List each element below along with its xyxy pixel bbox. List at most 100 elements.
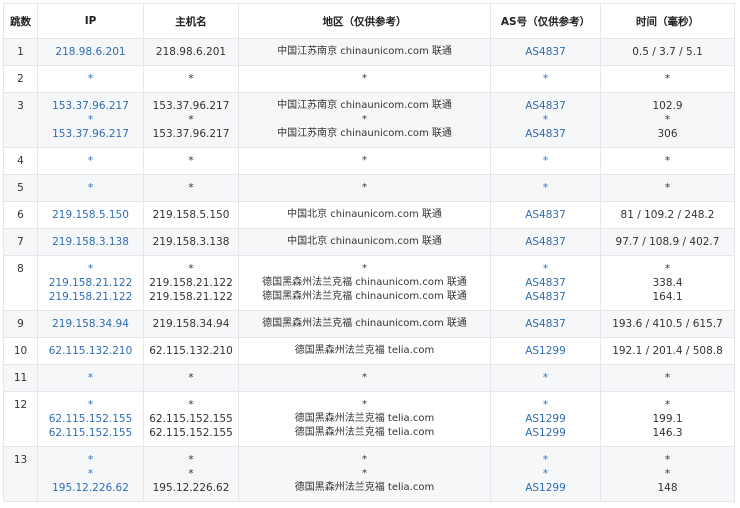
ip-cell: * xyxy=(37,174,144,202)
hop-row: 5 * * * * * xyxy=(3,174,735,202)
hop-cell: 2 xyxy=(3,65,38,93)
ip: 219.158.21.122 xyxy=(48,277,133,289)
time: 192.1 / 201.4 / 508.8 xyxy=(612,345,723,357)
hostname-cell: * xyxy=(143,364,239,392)
as-number: * xyxy=(542,73,549,85)
hostname-cell: * * 195.12.226.62 xyxy=(143,446,239,502)
region: * xyxy=(362,114,367,125)
time: * xyxy=(664,372,671,384)
header-cell: IP xyxy=(37,3,144,39)
ip: * xyxy=(87,155,94,167)
time: * xyxy=(664,114,671,126)
hop-cell: 12 xyxy=(3,391,38,447)
hostname-cell: 153.37.96.217 * 153.37.96.217 xyxy=(143,92,239,148)
time-cell: * 338.4 164.1 xyxy=(600,255,735,311)
as-number: AS1299 xyxy=(525,427,566,439)
hop-row: 11 * * * * * xyxy=(3,364,735,392)
time: 164.1 xyxy=(652,291,683,303)
hop-cell: 3 xyxy=(3,92,38,148)
hop-number: 2 xyxy=(17,73,24,85)
region: 德国黑森州法兰克福 telia.com xyxy=(294,413,435,424)
time: * xyxy=(664,182,671,194)
hop-number: 11 xyxy=(13,372,28,384)
time: 199.1 xyxy=(652,413,683,425)
region: * xyxy=(362,468,367,479)
as-number-cell: AS4837 xyxy=(490,228,601,256)
ip: 153.37.96.217 xyxy=(52,100,129,112)
time-cell: 0.5 / 3.7 / 5.1 xyxy=(600,38,735,66)
time: * xyxy=(664,263,671,275)
as-number: AS4837 xyxy=(525,291,566,303)
hop-number: 5 xyxy=(17,182,24,194)
as-number-cell: * xyxy=(490,364,601,392)
as-number: AS4837 xyxy=(525,277,566,289)
hop-row: 3 153.37.96.217 * 153.37.96.217 153.37.96.21… xyxy=(3,92,735,148)
hostname: 219.158.21.122 xyxy=(149,277,233,289)
as-number: * xyxy=(542,454,549,466)
ip: * xyxy=(87,372,94,384)
ip: 219.158.3.138 xyxy=(52,236,129,248)
hostname: * xyxy=(188,263,194,275)
ip: 218.98.6.201 xyxy=(55,46,126,58)
time: 193.6 / 410.5 / 615.7 xyxy=(612,318,723,330)
as-number-cell: AS4837 xyxy=(490,201,601,229)
hop-row: 12 * 62.115.152.155 62.115.152.155 * 62.115.1… xyxy=(3,391,735,447)
as-number-cell: * xyxy=(490,147,601,175)
hostname: * xyxy=(188,182,194,194)
hop-row: 8 * 219.158.21.122 219.158.21.122 * 219.158.2… xyxy=(3,255,735,311)
as-number-cell: * AS4837 AS4837 xyxy=(490,255,601,311)
header-row: 跳数 IP 主机名 地区（仅供参考） AS号（仅供参考） 时间（毫秒） xyxy=(3,3,735,39)
region-cell: * 德国黑森州法兰克福 chinaunicom.com 联通 德国黑森州法兰克福 c… xyxy=(238,255,491,311)
as-number-cell: AS4837 * AS4837 xyxy=(490,92,601,148)
region-cell: * * 德国黑森州法兰克福 telia.com xyxy=(238,446,491,502)
hostname: 219.158.34.94 xyxy=(152,318,230,330)
time: * xyxy=(664,468,671,480)
hostname: 153.37.96.217 xyxy=(152,128,230,140)
hostname-cell: 219.158.5.150 xyxy=(143,201,239,229)
as-number-cell: * xyxy=(490,174,601,202)
ip-cell: * * 195.12.226.62 xyxy=(37,446,144,502)
hop-number: 1 xyxy=(17,46,24,58)
hostname-cell: 219.158.3.138 xyxy=(143,228,239,256)
ip-cell: 219.158.5.150 xyxy=(37,201,144,229)
region: 德国黑森州法兰克福 telia.com xyxy=(294,345,435,356)
hop-cell: 9 xyxy=(3,310,38,338)
header-cell: 地区（仅供参考） xyxy=(238,3,491,39)
ip: 195.12.226.62 xyxy=(52,482,129,494)
ip: 153.37.96.217 xyxy=(52,128,129,140)
hostname-cell: 218.98.6.201 xyxy=(143,38,239,66)
time-cell: * xyxy=(600,364,735,392)
hop-number: 12 xyxy=(13,399,28,411)
hostname: 219.158.5.150 xyxy=(152,209,230,221)
ip-cell: * xyxy=(37,65,144,93)
hostname-cell: 219.158.34.94 xyxy=(143,310,239,338)
time-cell: 192.1 / 201.4 / 508.8 xyxy=(600,337,735,365)
region: 德国黑森州法兰克福 chinaunicom.com 联通 xyxy=(262,277,467,288)
time-cell: 193.6 / 410.5 / 615.7 xyxy=(600,310,735,338)
region-cell: 中国北京 chinaunicom.com 联通 xyxy=(238,201,491,229)
header-cell: 跳数 xyxy=(3,3,38,39)
time: 338.4 xyxy=(652,277,683,289)
region-cell: * xyxy=(238,147,491,175)
hop-row: 6 219.158.5.150 219.158.5.150 中国北京 chinauni… xyxy=(3,201,735,229)
traceroute-table: 跳数 IP 主机名 地区（仅供参考） AS号（仅供参考） 时间（毫秒） 1 218.98.6… xyxy=(3,3,735,502)
hop-cell: 6 xyxy=(3,201,38,229)
hop-row: 10 62.115.132.210 62.115.132.210 德国黑森州法兰克福 … xyxy=(3,337,735,365)
as-number: * xyxy=(542,114,549,126)
region: 中国北京 chinaunicom.com 联通 xyxy=(287,236,442,247)
hostname: * xyxy=(188,372,194,384)
as-number: AS4837 xyxy=(525,100,566,112)
time-cell: * xyxy=(600,65,735,93)
hostname: * xyxy=(188,468,194,480)
ip-cell: 219.158.34.94 xyxy=(37,310,144,338)
header-cell: 主机名 xyxy=(143,3,239,39)
hostname: 195.12.226.62 xyxy=(152,482,230,494)
region: 中国北京 chinaunicom.com 联通 xyxy=(287,209,442,220)
as-number: AS1299 xyxy=(525,482,566,494)
region-cell: 中国江苏南京 chinaunicom.com 联通 xyxy=(238,38,491,66)
time-cell: * 199.1 146.3 xyxy=(600,391,735,447)
table-body: 1 218.98.6.201 218.98.6.201 中国江苏南京 chinauni… xyxy=(3,38,735,502)
header-cell: AS号（仅供参考） xyxy=(490,3,601,39)
region: * xyxy=(362,372,367,383)
region: 德国黑森州法兰克福 telia.com xyxy=(294,427,435,438)
